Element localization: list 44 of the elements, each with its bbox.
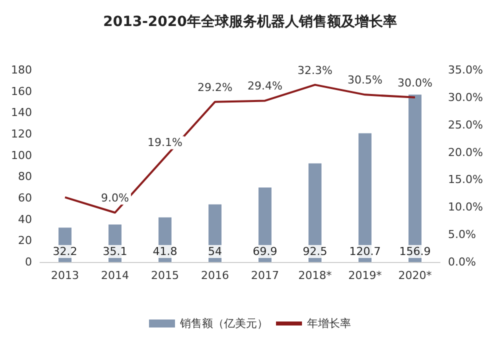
y-tick-label: 160 — [11, 84, 32, 98]
y2-tick-label: 15.0% — [448, 173, 483, 186]
y2-tick-label: 30.0% — [448, 90, 483, 104]
y-tick-label: 180 — [11, 64, 32, 76]
data-label: 156.9 — [399, 245, 431, 258]
y-tick-label: 20 — [18, 234, 32, 248]
x-tick-label: 2017 — [251, 269, 279, 282]
legend-label: 年增长率 — [307, 317, 351, 330]
data-label: 41.8 — [152, 245, 178, 258]
data-label: 32.3% — [298, 64, 332, 77]
x-tick-label: 2019* — [348, 269, 382, 282]
y-tick-label: 0 — [25, 256, 32, 268]
x-tick-label: 2020* — [398, 269, 432, 282]
data-label: 69.9 — [252, 245, 278, 258]
x-tick-label: 2016 — [201, 269, 229, 282]
data-label: 19.1% — [148, 136, 182, 150]
data-label: 29.2% — [198, 80, 232, 94]
data-label: 54 — [208, 245, 222, 258]
data-label: 120.7 — [349, 245, 381, 258]
y-tick-label: 100 — [11, 148, 32, 162]
x-tick-label: 2013 — [51, 269, 79, 282]
data-label: 9.0% — [101, 192, 129, 205]
data-label: 35.1 — [102, 245, 128, 258]
data-label: 32.2 — [52, 245, 78, 258]
y2-tick-label: 25.0% — [448, 118, 483, 132]
y-tick-label: 120 — [11, 128, 32, 140]
y-tick-label: 40 — [18, 212, 32, 226]
data-label: 30.5% — [348, 74, 382, 87]
y-tick-label: 80 — [18, 170, 32, 184]
x-tick-label: 2015 — [151, 269, 179, 282]
x-tick-label: 2018* — [298, 269, 332, 282]
data-label: 30.0% — [398, 76, 432, 90]
legend-label: 销售额（亿美元） — [179, 317, 268, 330]
y2-tick-label: 0.0% — [448, 256, 476, 268]
y2-tick-label: 10.0% — [448, 200, 483, 214]
chart-title: 2013-2020年全球服务机器人销售额及增长率 — [103, 13, 397, 30]
x-tick-label: 2014 — [101, 269, 129, 282]
data-label: 29.4% — [248, 80, 282, 93]
data-label: 92.5 — [302, 245, 328, 258]
y2-tick-label: 5.0% — [448, 228, 476, 242]
y-tick-label: 140 — [11, 106, 32, 120]
y2-tick-label: 20.0% — [448, 146, 483, 159]
y2-tick-label: 35.0% — [448, 64, 483, 76]
y-tick-label: 60 — [18, 192, 32, 204]
